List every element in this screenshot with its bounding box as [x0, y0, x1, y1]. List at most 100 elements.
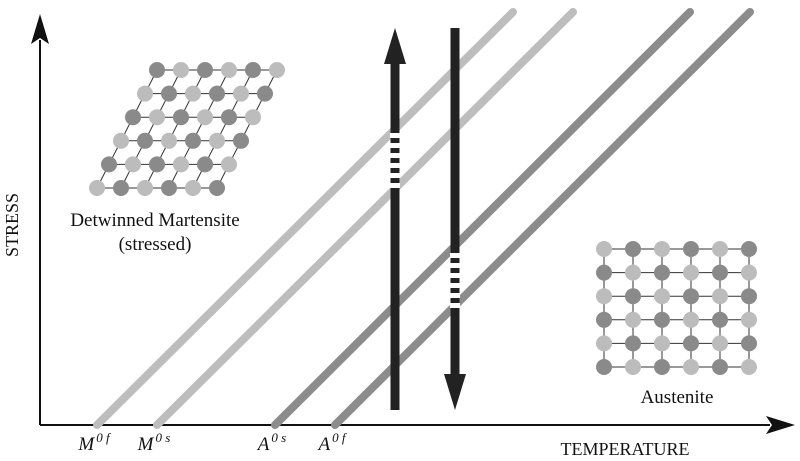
atom	[712, 311, 728, 328]
atom	[185, 85, 201, 102]
atom	[741, 359, 757, 375]
x-axis-label: TEMPERATURE	[560, 439, 689, 459]
atom	[596, 264, 612, 281]
atom	[209, 85, 225, 102]
atom	[596, 311, 612, 328]
atom	[245, 62, 261, 78]
martensite-lattice	[89, 62, 285, 196]
atom	[596, 359, 612, 375]
mf-line	[93, 8, 517, 429]
mark-superscript: 0 s	[271, 430, 286, 445]
atom	[712, 264, 728, 281]
atom	[173, 109, 189, 126]
atom	[257, 85, 273, 102]
atom	[625, 264, 641, 281]
atom	[712, 241, 728, 257]
atom	[741, 335, 757, 352]
atom	[625, 335, 641, 352]
atom	[596, 288, 612, 305]
atom	[101, 156, 117, 173]
atom	[113, 180, 129, 196]
phase-label: (stressed)	[119, 234, 192, 255]
unload-arrow	[444, 28, 466, 410]
atom	[654, 241, 670, 257]
atom	[625, 359, 641, 375]
atom	[137, 85, 153, 102]
mark-superscript: 0 f	[96, 430, 112, 445]
atom	[741, 288, 757, 305]
atom	[596, 335, 612, 352]
atom	[197, 109, 213, 126]
atom	[654, 264, 670, 281]
atom	[683, 264, 699, 281]
atom	[209, 132, 225, 149]
atom	[149, 109, 165, 126]
atom	[683, 335, 699, 352]
atom	[741, 241, 757, 257]
atom	[712, 359, 728, 375]
atom	[209, 180, 225, 196]
mark-symbol: A	[256, 434, 270, 455]
atom	[654, 311, 670, 328]
atom	[233, 85, 249, 102]
atom	[149, 156, 165, 173]
atom	[712, 288, 728, 305]
atom	[89, 180, 105, 196]
atom	[221, 109, 237, 126]
phase-label: Austenite	[641, 387, 714, 408]
atom	[125, 156, 141, 173]
atom	[712, 335, 728, 352]
mark-symbol: M	[137, 434, 155, 455]
atom	[654, 359, 670, 375]
y-axis-label: STRESS	[2, 193, 22, 257]
atom	[625, 311, 641, 328]
atom	[683, 288, 699, 305]
atom	[683, 359, 699, 375]
atom	[161, 85, 177, 102]
atom	[625, 241, 641, 257]
atom	[233, 132, 249, 149]
atom	[137, 180, 153, 196]
atom	[654, 335, 670, 352]
y-arrow	[31, 14, 49, 44]
atom	[185, 180, 201, 196]
atom	[625, 288, 641, 305]
as-line	[271, 8, 694, 429]
atom	[654, 288, 670, 305]
mark-superscript: 0 f	[332, 430, 348, 445]
atom	[245, 109, 261, 126]
atom	[596, 241, 612, 257]
ms-line	[153, 8, 577, 429]
mark-superscript: 0 s	[156, 430, 171, 445]
atom	[149, 62, 165, 78]
atom	[137, 132, 153, 149]
mark-symbol: M	[77, 434, 95, 455]
atom	[161, 180, 177, 196]
atom	[173, 156, 189, 173]
atom	[269, 62, 285, 78]
phase-label: Detwinned Martensite	[70, 210, 239, 231]
atom	[197, 62, 213, 78]
atom	[741, 264, 757, 281]
austenite-lattice	[596, 241, 757, 375]
atom	[197, 156, 213, 173]
atom	[185, 132, 201, 149]
atom	[221, 156, 237, 173]
mark-symbol: A	[317, 434, 331, 455]
load-arrow	[384, 28, 406, 410]
atom	[113, 132, 129, 149]
atom	[683, 311, 699, 328]
af-line	[331, 8, 754, 429]
atom	[221, 62, 237, 78]
phase-lines	[93, 8, 754, 429]
atom	[161, 132, 177, 149]
atom	[741, 311, 757, 328]
atom	[683, 241, 699, 257]
x-arrow	[766, 416, 795, 434]
